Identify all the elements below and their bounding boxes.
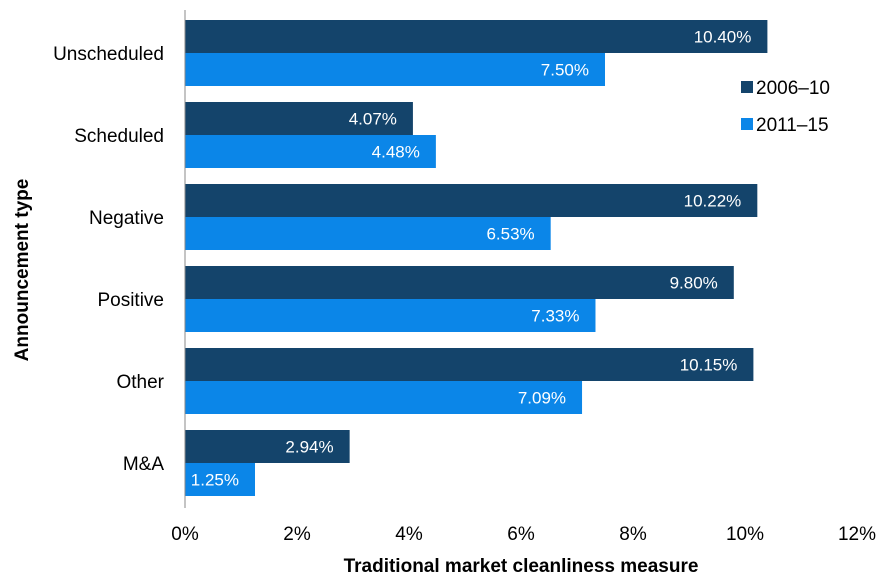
- x-tick-label-4: 8%: [619, 524, 647, 545]
- legend-swatch-1: [741, 81, 753, 93]
- category-label-2: Negative: [89, 208, 164, 229]
- data-label-series2-3: 7.33%: [531, 307, 579, 326]
- bar-series2-0: [185, 53, 605, 86]
- data-label-series2-4: 7.09%: [518, 389, 566, 408]
- data-label-series2-1: 4.48%: [372, 143, 420, 162]
- category-label-4: Other: [116, 372, 164, 393]
- category-label-1: Scheduled: [74, 126, 164, 147]
- x-tick-label-1: 2%: [283, 524, 311, 545]
- bar-series2-5: [185, 463, 255, 496]
- data-label-series1-4: 10.15%: [680, 356, 738, 375]
- data-label-series1-3: 9.80%: [670, 274, 718, 293]
- bar-series2-2: [185, 217, 551, 250]
- data-label-series1-0: 10.40%: [694, 28, 752, 47]
- data-label-series1-1: 4.07%: [349, 110, 397, 129]
- bar-series1-2: [185, 184, 758, 217]
- data-label-series2-2: 6.53%: [486, 225, 534, 244]
- category-labels: Unscheduled Scheduled Negative Positive Othe…: [53, 44, 165, 475]
- bar-series2-3: [185, 299, 596, 332]
- legend-swatch-2: [741, 118, 753, 130]
- category-label-3: Positive: [97, 290, 164, 311]
- category-label-5: M&A: [123, 454, 165, 475]
- legend-label-1: 2006–10: [756, 78, 830, 99]
- bar-series2-1: [185, 135, 436, 168]
- bar-series2-4: [185, 381, 583, 414]
- y-axis-title: Announcement type: [12, 179, 33, 362]
- bars-layer: 10.40% 7.50% 4.07% 4.48% 10.22% 6.53% 9.80% 7.3…: [185, 20, 768, 496]
- data-label-series2-5: 1.25%: [191, 471, 239, 490]
- x-tick-label-2: 4%: [395, 524, 423, 545]
- data-label-series1-5: 2.94%: [285, 438, 333, 457]
- x-tick-label-5: 10%: [726, 524, 764, 545]
- x-tick-label-3: 6%: [507, 524, 535, 545]
- bar-series1-0: [185, 20, 768, 53]
- legend-label-2: 2011–15: [756, 115, 829, 136]
- x-tick-labels: 0% 2% 4% 6% 8% 10% 12%: [171, 524, 876, 545]
- data-label-series1-2: 10.22%: [684, 192, 742, 211]
- bar-series1-5: [185, 430, 350, 463]
- data-label-series2-0: 7.50%: [541, 61, 589, 80]
- bar-series1-3: [185, 266, 734, 299]
- x-axis-title: Traditional market cleanliness measure: [344, 556, 699, 577]
- x-tick-label-0: 0%: [171, 524, 199, 545]
- bar-series1-1: [185, 102, 413, 135]
- category-label-0: Unscheduled: [53, 44, 164, 65]
- x-tick-label-6: 12%: [838, 524, 876, 545]
- bar-series1-4: [185, 348, 754, 381]
- legend: 2006–10 2011–15: [741, 78, 830, 136]
